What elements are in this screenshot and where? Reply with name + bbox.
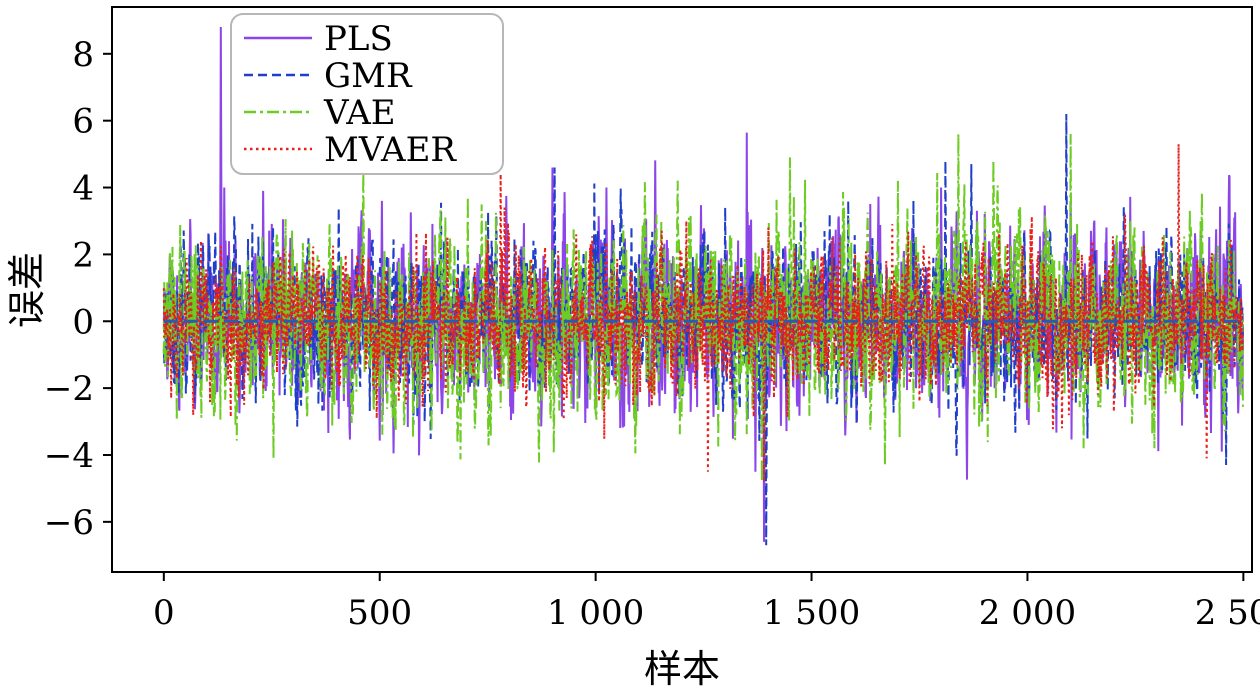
y-tick-label: 2 [72, 235, 94, 275]
y-tick-label: 4 [72, 169, 94, 209]
legend-label-mvaer: MVAER [324, 130, 457, 170]
x-axis-label: 样本 [644, 647, 720, 691]
y-tick-label: −4 [44, 436, 94, 476]
y-tick-label: −6 [44, 503, 94, 543]
y-axis: −6 −4 −2 0 2 4 6 8 [44, 35, 112, 543]
x-tick-label: 500 [347, 593, 412, 633]
x-tick-label: 0 [153, 593, 175, 633]
series-line-vae [162, 134, 1244, 482]
legend-label-pls: PLS [324, 19, 393, 59]
y-axis-label: 误差 [5, 252, 49, 328]
legend-label-gmr: GMR [324, 56, 413, 96]
plot-frame [111, 6, 1253, 573]
series-line-mvaer [162, 144, 1244, 482]
y-tick-label: 6 [72, 102, 94, 142]
y-tick-label: 8 [72, 35, 94, 75]
x-tick-label: 2 500 [1195, 593, 1260, 633]
y-tick-label: 0 [72, 302, 94, 342]
x-tick-label: 1 500 [763, 593, 860, 633]
x-axis: 0 500 1 000 1 500 2 000 2 500 [153, 572, 1260, 633]
y-tick-label: −2 [44, 369, 94, 409]
legend-box [230, 13, 504, 175]
x-tick-label: 1 000 [547, 593, 644, 633]
legend-label-vae: VAE [323, 93, 396, 133]
series-layer [162, 27, 1244, 546]
x-tick-label: 2 000 [979, 593, 1076, 633]
